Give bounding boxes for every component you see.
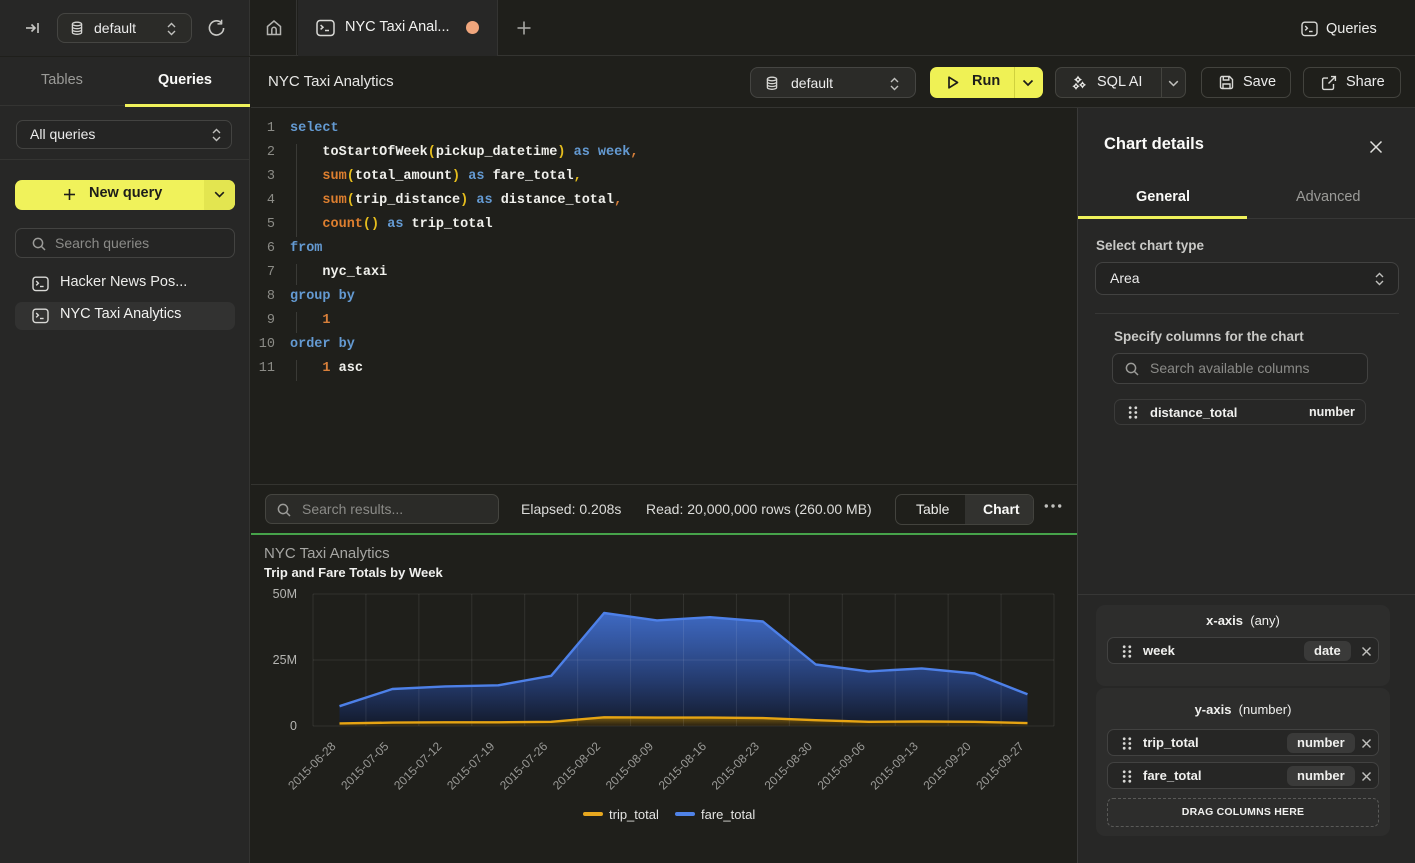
svg-text:2015-09-06: 2015-09-06 <box>815 739 869 793</box>
svg-text:2015-09-27: 2015-09-27 <box>973 739 1027 793</box>
svg-text:2015-08-09: 2015-08-09 <box>603 739 657 793</box>
svg-text:0: 0 <box>290 719 297 733</box>
svg-text:2015-08-30: 2015-08-30 <box>762 739 816 793</box>
svg-text:2015-07-26: 2015-07-26 <box>497 739 551 793</box>
svg-text:2015-07-12: 2015-07-12 <box>391 739 445 793</box>
svg-text:fare_total: fare_total <box>701 807 755 822</box>
svg-text:2015-06-28: 2015-06-28 <box>285 739 339 793</box>
svg-text:2015-08-02: 2015-08-02 <box>550 739 604 793</box>
svg-text:2015-08-16: 2015-08-16 <box>656 739 710 793</box>
svg-text:2015-07-05: 2015-07-05 <box>338 739 392 793</box>
svg-text:trip_total: trip_total <box>609 807 659 822</box>
svg-text:2015-08-23: 2015-08-23 <box>709 739 763 793</box>
svg-text:2015-07-19: 2015-07-19 <box>444 739 498 793</box>
svg-text:2015-09-13: 2015-09-13 <box>867 739 921 793</box>
svg-text:50M: 50M <box>273 587 297 601</box>
svg-text:25M: 25M <box>273 653 297 667</box>
svg-text:2015-09-20: 2015-09-20 <box>920 739 974 793</box>
